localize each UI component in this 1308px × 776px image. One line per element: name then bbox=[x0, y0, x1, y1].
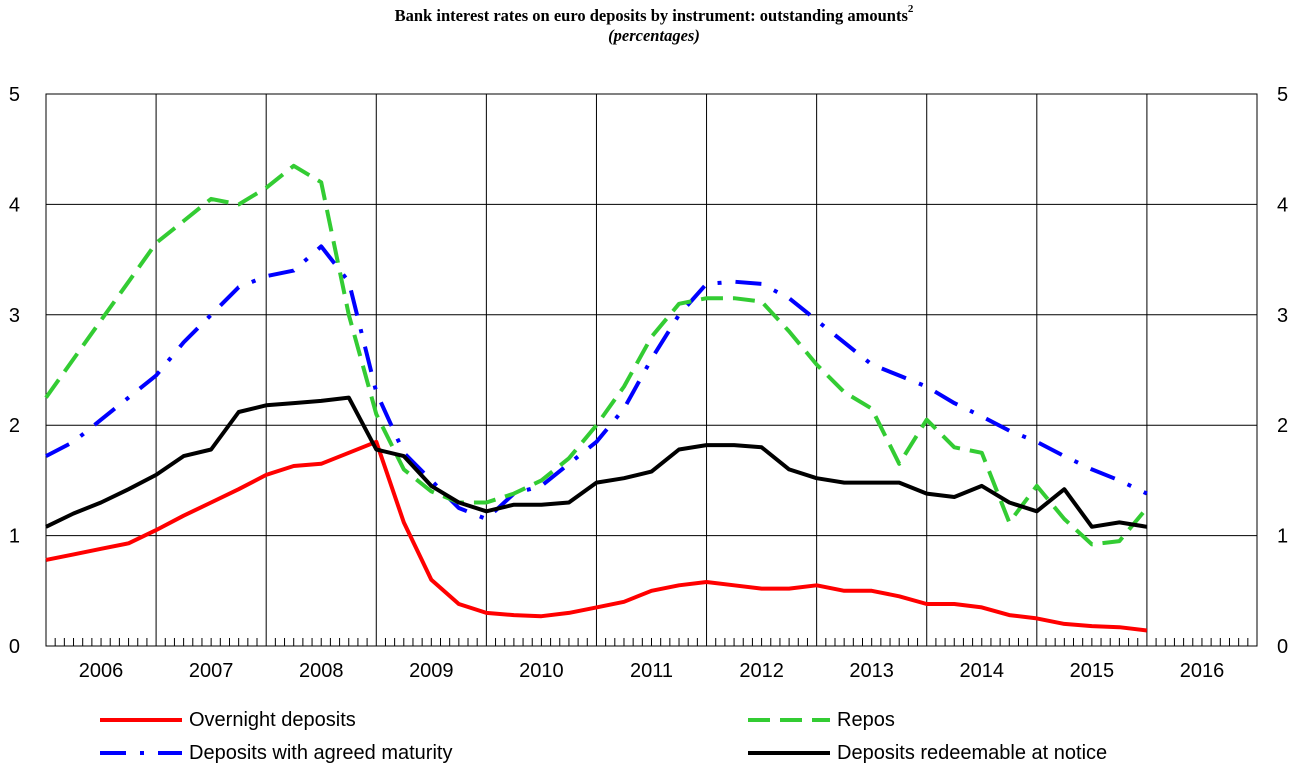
x-tick-label: 2013 bbox=[849, 660, 894, 682]
legend-label-0: Overnight deposits bbox=[189, 709, 356, 731]
y-tick-label-right: 1 bbox=[1277, 526, 1288, 548]
y-tick-label-right: 4 bbox=[1277, 194, 1288, 216]
x-tick-label: 2007 bbox=[189, 660, 234, 682]
y-tick-label-left: 5 bbox=[9, 84, 20, 106]
x-tick-label: 2016 bbox=[1180, 660, 1225, 682]
x-tick-label: 2006 bbox=[79, 660, 124, 682]
y-tick-label-left: 3 bbox=[9, 305, 20, 327]
x-tick-label: 2012 bbox=[739, 660, 784, 682]
y-tick-label-right: 5 bbox=[1277, 84, 1288, 106]
x-tick-label: 2014 bbox=[960, 660, 1005, 682]
x-tick-label: 2009 bbox=[409, 660, 454, 682]
y-tick-label-left: 0 bbox=[9, 636, 20, 658]
x-tick-label: 2011 bbox=[630, 660, 673, 682]
x-tick-label: 2010 bbox=[519, 660, 564, 682]
legend-label-3: Deposits redeemable at notice bbox=[837, 742, 1107, 764]
y-tick-label-right: 3 bbox=[1277, 305, 1288, 327]
legend-label-2: Repos bbox=[837, 709, 895, 731]
y-tick-label-left: 2 bbox=[9, 415, 20, 437]
x-tick-label: 2015 bbox=[1070, 660, 1115, 682]
y-tick-label-right: 0 bbox=[1277, 636, 1288, 658]
y-tick-label-right: 2 bbox=[1277, 415, 1288, 437]
y-tick-label-left: 4 bbox=[9, 194, 20, 216]
x-tick-label: 2008 bbox=[299, 660, 344, 682]
legend-label-1: Deposits with agreed maturity bbox=[189, 742, 452, 764]
y-tick-label-left: 1 bbox=[9, 526, 20, 548]
plot-frame bbox=[46, 94, 1257, 646]
